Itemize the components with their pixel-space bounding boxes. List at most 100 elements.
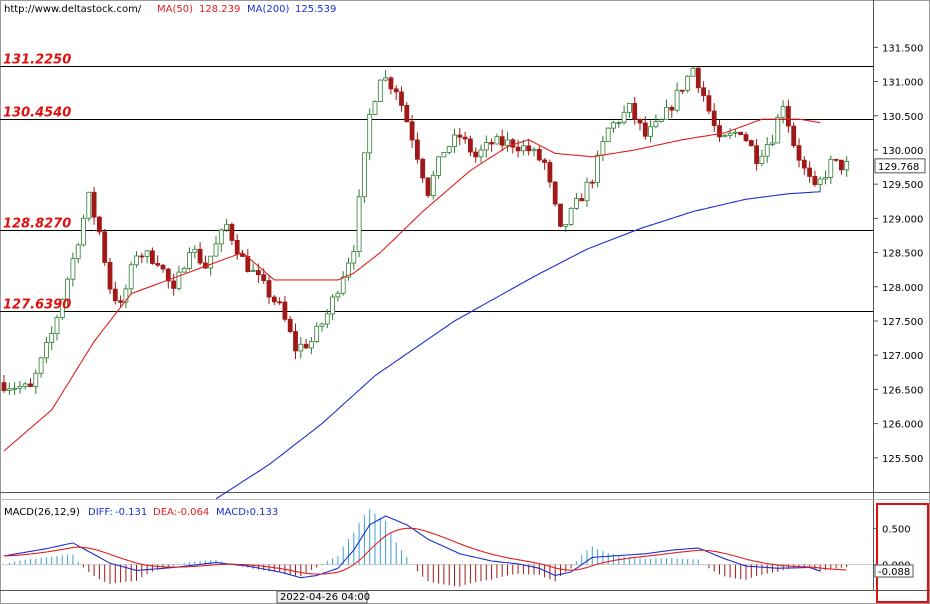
candle-body [409,121,415,141]
candle-body [748,140,754,147]
macd-dea-line [3,527,847,575]
candle-body [6,388,12,391]
candle-body [165,268,171,282]
candle-body [733,131,738,134]
candle-body [669,106,675,111]
candle-body [722,135,728,138]
candle-body [86,191,92,219]
candle-body [430,174,436,196]
candle-body [324,313,330,325]
candle-body [611,122,616,129]
candle-body [738,131,744,136]
candle-body [648,126,653,137]
candle-body [330,296,336,315]
level-label: 131.2250 [3,53,71,68]
candle-body [791,125,797,147]
candle-body [690,67,696,77]
candle-body [547,162,553,183]
candle-body [436,156,442,176]
candle-body [118,300,123,303]
candle-body [44,342,49,359]
candle-body [828,158,834,178]
candle-body [346,262,351,278]
candle-body [457,134,463,138]
candle-body [81,217,86,246]
candle-body [420,158,426,179]
candle-body [743,134,749,141]
candle-body [1,382,7,391]
candle-body [483,142,489,151]
candle-body [107,261,113,290]
candle-body [817,178,823,185]
price-tick-label: 128.000 [882,283,923,294]
candle-body [467,138,473,153]
level-label: 128.8270 [3,217,71,232]
candle-body [266,280,272,298]
candle-body [536,149,542,161]
candle-body [627,102,632,113]
macd-current-tag [874,564,914,578]
candle-body [494,136,500,145]
candle-body [361,152,367,198]
candle-body [54,317,60,335]
time-axis-label: 2022-04-26 04:00 [280,592,370,603]
highlight-box [876,503,929,603]
candle-body [589,181,595,184]
price-tick-label: 125.500 [882,454,923,465]
candle-body [298,343,304,352]
candle-body [308,341,314,349]
candle-body [287,318,293,332]
candle-body [28,383,33,387]
candle-body [282,301,288,320]
level-label: 127.6390 [3,298,71,313]
candle-body [823,176,828,180]
candle-body [473,151,479,158]
candle-body [91,191,97,218]
candle-body [462,136,468,140]
source-url: http://www.deltastock.com/ [4,4,142,15]
price-tick-label: 126.000 [882,420,923,431]
macd-dea-value: -0.064 [177,507,209,518]
candle-body [425,177,431,196]
candle-body [234,240,240,255]
candle-body [123,288,129,303]
candle-body [160,264,166,270]
candle-body [786,106,791,127]
candle-body [801,159,807,169]
candle-body [112,288,118,302]
candle-body [134,255,139,266]
candle-body [171,280,177,289]
candle-body [685,75,691,91]
candle-body [149,250,155,264]
candle-body [75,244,81,260]
candle-body [12,387,18,390]
macd-diff-value: -0.131 [115,507,147,518]
price-tick-label: 131.500 [882,43,923,54]
candle-body [102,231,108,263]
candle-body [65,278,70,300]
candle-body [621,111,627,123]
candle-body [664,106,669,121]
candle-body [441,152,447,158]
candle-body [144,250,150,258]
macd-current-label: -0.088 [878,567,910,578]
level-label: 130.4540 [3,106,71,121]
candle-body [579,198,585,202]
candle-body [521,145,526,152]
candle-body [833,158,839,161]
candle-body [552,181,558,205]
candle-body [414,139,420,160]
candle-body [680,89,685,92]
candle-body [605,127,611,143]
macd-macd-value: -0.133 [246,507,278,518]
candle-body [293,331,298,352]
macd-plot-area [0,509,873,587]
candle-body [208,255,214,269]
candle-body [271,296,277,303]
candle-body [759,155,765,165]
price-tick-label: 130.000 [882,146,923,157]
ma50-line [3,118,821,452]
candle-body [181,267,187,273]
candle-body [446,146,452,153]
